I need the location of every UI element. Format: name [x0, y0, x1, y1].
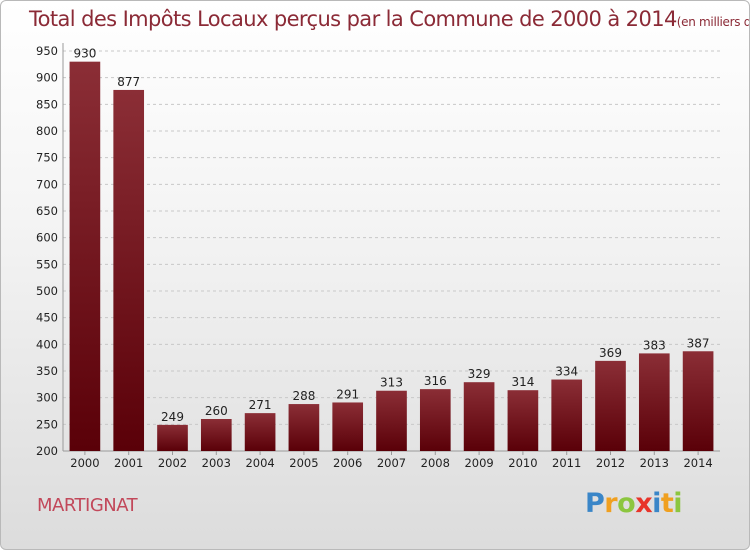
x-tick-label: 2004	[245, 456, 274, 470]
logo-letter: i	[673, 488, 683, 519]
bar	[551, 379, 583, 451]
data-label: 313	[380, 376, 403, 390]
x-tick-labels: 2000 2001 2002 2003 2004 2005 2006 2007 2008 2009…	[70, 451, 713, 470]
bar	[419, 389, 451, 451]
logo-letter: t	[660, 488, 674, 519]
logo-letter: o	[617, 488, 636, 519]
bar	[288, 404, 320, 451]
chart-title-main: Total des Impôts Locaux perçus par la Co…	[29, 7, 677, 31]
bar	[113, 89, 145, 451]
data-label: 387	[687, 336, 710, 350]
bar	[69, 61, 101, 452]
commune-name: MARTIGNAT	[37, 495, 138, 516]
x-tick-label: 2008	[421, 456, 450, 470]
bar	[595, 360, 626, 451]
logo-letter: r	[604, 488, 618, 519]
data-labels: 930 877 249 260 271 288 291 313 316 329 314 334 369 3…	[73, 47, 709, 424]
data-label: 249	[161, 410, 184, 424]
x-tick-label: 2005	[289, 456, 318, 470]
y-tick-label: 950	[36, 44, 58, 58]
x-tick-label: 2009	[464, 456, 493, 470]
y-tick-label: 700	[36, 177, 58, 191]
y-tick-label: 500	[36, 284, 58, 298]
logo-letter: P	[585, 488, 605, 519]
logo-letter: i	[652, 488, 661, 519]
data-label: 271	[249, 398, 272, 412]
x-tick-label: 2011	[552, 456, 581, 470]
bar	[244, 413, 276, 451]
x-tick-label: 2007	[377, 456, 406, 470]
chart-title: Total des Impôts Locaux perçus par la Co…	[29, 7, 749, 31]
x-tick-label: 2006	[333, 456, 362, 470]
bar	[157, 424, 188, 451]
x-tick-label: 2002	[158, 456, 187, 470]
data-label: 369	[599, 346, 622, 360]
x-tick-label: 2003	[202, 456, 231, 470]
data-label: 316	[424, 374, 447, 388]
data-label: 288	[292, 389, 315, 403]
bar	[463, 382, 495, 451]
y-tick-label: 350	[36, 364, 58, 378]
y-tick-label: 300	[36, 391, 58, 405]
x-tick-label: 2000	[70, 456, 99, 470]
y-tick-label: 850	[36, 97, 58, 111]
y-tick-label: 200	[36, 444, 58, 458]
bar	[376, 390, 407, 451]
x-tick-label: 2012	[596, 456, 625, 470]
x-tick-label: 2010	[508, 456, 537, 470]
y-tick-label: 550	[36, 257, 58, 271]
y-tick-labels: 200 250 300 350 400 450 500 550 600 650 700 750 800 8…	[36, 44, 58, 458]
data-label: 291	[336, 387, 359, 401]
data-label: 329	[468, 367, 491, 381]
bar	[507, 390, 539, 451]
data-label: 314	[511, 375, 534, 389]
x-tick-label: 2014	[683, 456, 712, 470]
bars	[69, 61, 714, 452]
bar	[200, 419, 232, 451]
proxiti-logo: Proxiti	[585, 488, 683, 519]
y-tick-label: 250	[36, 417, 58, 431]
logo-letter: x	[635, 488, 653, 519]
data-label: 877	[117, 75, 140, 89]
bar	[682, 351, 714, 451]
bar	[638, 353, 670, 451]
bar	[332, 402, 364, 451]
y-tick-label: 900	[36, 71, 58, 85]
data-label: 930	[73, 47, 96, 61]
y-tick-label: 400	[36, 337, 58, 351]
chart-title-unit: (en milliers d'€)	[676, 15, 749, 29]
y-tick-label: 650	[36, 204, 58, 218]
y-tick-label: 750	[36, 151, 58, 165]
data-label: 383	[643, 338, 666, 352]
x-tick-label: 2013	[640, 456, 669, 470]
y-tick-label: 800	[36, 124, 58, 138]
data-label: 334	[555, 365, 578, 379]
x-tick-label: 2001	[114, 456, 143, 470]
y-tick-label: 600	[36, 231, 58, 245]
data-label: 260	[205, 404, 228, 418]
y-tick-label: 450	[36, 311, 58, 325]
